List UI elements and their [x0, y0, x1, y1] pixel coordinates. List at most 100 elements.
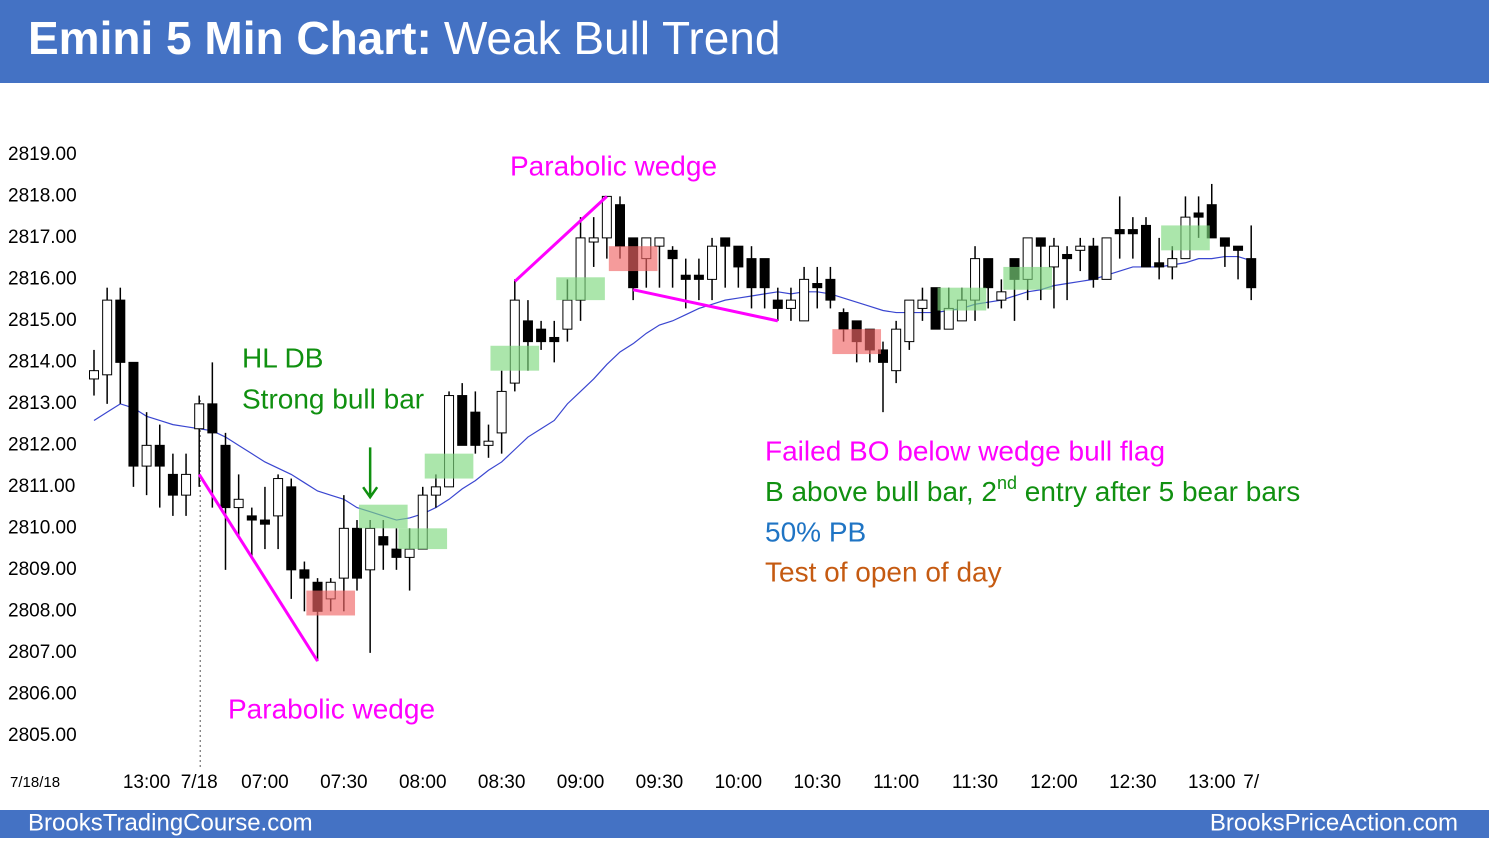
- annotation: Strong bull bar: [242, 383, 424, 414]
- x-tick-label: 07:00: [241, 772, 289, 793]
- candle-body: [457, 395, 468, 446]
- candle-body: [1035, 237, 1046, 247]
- y-tick-label: 2807.00: [8, 642, 77, 663]
- candle-body: [1167, 258, 1178, 268]
- y-tick-label: 2812.00: [8, 434, 77, 455]
- candle-body: [838, 312, 849, 330]
- signal-box: [608, 246, 658, 272]
- y-tick-label: 2814.00: [8, 351, 77, 372]
- trend-line: [632, 288, 779, 323]
- annotation-part: B above bull bar, 2: [765, 476, 997, 507]
- candle-body: [1088, 245, 1099, 280]
- candle-body: [167, 473, 178, 496]
- candle-body: [1062, 253, 1073, 260]
- candle-body: [154, 444, 165, 467]
- annotation: Test of open of day: [765, 556, 1002, 587]
- y-tick-label: 2805.00: [8, 725, 77, 746]
- candle-body: [1114, 229, 1125, 235]
- candle-body: [720, 237, 731, 247]
- x-tick-label: 08:30: [478, 772, 526, 793]
- candle-body: [1246, 258, 1257, 289]
- candle-body: [1154, 262, 1165, 268]
- candle-body: [878, 349, 888, 363]
- candle-body: [378, 536, 389, 546]
- signal-box: [1003, 266, 1052, 290]
- header-band: [0, 0, 1489, 83]
- candle-body: [615, 204, 625, 247]
- candle-body: [733, 245, 744, 268]
- candle-body: [194, 403, 205, 430]
- y-tick-label: 2819.00: [8, 144, 77, 165]
- annotation: Parabolic wedge: [510, 150, 717, 181]
- signal-box: [556, 277, 605, 301]
- footer-band: [0, 810, 1489, 838]
- signal-box: [490, 345, 540, 371]
- footer-right: BrooksPriceAction.com: [1210, 809, 1458, 836]
- y-tick-label: 2815.00: [8, 310, 77, 331]
- x-tick-label: 09:00: [557, 772, 605, 793]
- candle-body: [996, 291, 1007, 301]
- candle-body: [825, 278, 836, 301]
- candle-body: [588, 237, 599, 243]
- signal-box: [306, 590, 356, 616]
- x-tick-label: 07:30: [320, 772, 368, 793]
- x-tick-label: 10:30: [793, 772, 841, 793]
- y-tick-label: 2810.00: [8, 517, 77, 538]
- candle-body: [89, 370, 99, 380]
- candle-body: [220, 444, 231, 509]
- annotation: 50% PB: [765, 516, 866, 547]
- candle-body: [1101, 237, 1112, 280]
- x-tick-label: 7/: [1243, 772, 1260, 793]
- candle-body: [891, 328, 902, 372]
- y-tick-label: 2806.00: [8, 683, 77, 704]
- candle-body: [1206, 204, 1217, 239]
- chart-title: Emini 5 Min Chart: Weak Bull Trend: [28, 12, 780, 64]
- candle-body: [299, 569, 310, 579]
- candle-body: [693, 274, 704, 280]
- candle-body: [246, 515, 257, 521]
- annotation: HL DB: [242, 342, 323, 373]
- signal-box: [1161, 225, 1210, 251]
- y-tick-label: 2808.00: [8, 600, 77, 621]
- candle-body: [483, 440, 494, 446]
- footer-left: BrooksTradingCourse.com: [28, 809, 313, 836]
- candle-body: [1233, 245, 1244, 251]
- y-tick-label: 2813.00: [8, 393, 77, 414]
- x-tick-label: 09:30: [636, 772, 684, 793]
- signal-box: [832, 329, 882, 355]
- candle-body: [1193, 212, 1204, 218]
- annotation: Failed BO below wedge bull flag: [765, 435, 1165, 466]
- candle-body: [943, 307, 954, 330]
- candle-body: [549, 336, 560, 343]
- title-rest: Weak Bull Trend: [444, 12, 781, 64]
- candle-body: [286, 486, 297, 571]
- x-tick-label: 13:00: [1188, 772, 1236, 793]
- arrow: [362, 447, 379, 500]
- candle-body: [207, 403, 218, 434]
- candle-body: [983, 258, 994, 289]
- trend-line: [513, 195, 608, 283]
- candle-body: [181, 473, 192, 496]
- candle-body: [352, 527, 362, 579]
- candle-body: [904, 299, 915, 343]
- plot-area: 2805.00 2806.00 2807.00 2808.00 2809.00 2810.…: [8, 144, 1260, 793]
- trend-line: [197, 473, 319, 662]
- candle-body: [1075, 245, 1086, 251]
- candle-body: [799, 278, 810, 322]
- x-tick-label: 12:30: [1109, 772, 1157, 793]
- x-tick-label: 11:00: [873, 772, 919, 793]
- signal-box: [937, 287, 987, 311]
- y-tick-label: 2811.00: [8, 476, 75, 497]
- candle-body: [680, 274, 691, 280]
- x-tick-label: 11:30: [952, 772, 998, 793]
- candle-body: [1141, 224, 1151, 268]
- candle-body: [509, 299, 520, 384]
- date-label: 7/18/18: [10, 774, 60, 791]
- annotation: B above bull bar, 2nd entry after 5 bear…: [765, 473, 1300, 508]
- candle-body: [273, 478, 284, 517]
- moving-average: [93, 255, 1252, 521]
- candle-body: [536, 328, 547, 343]
